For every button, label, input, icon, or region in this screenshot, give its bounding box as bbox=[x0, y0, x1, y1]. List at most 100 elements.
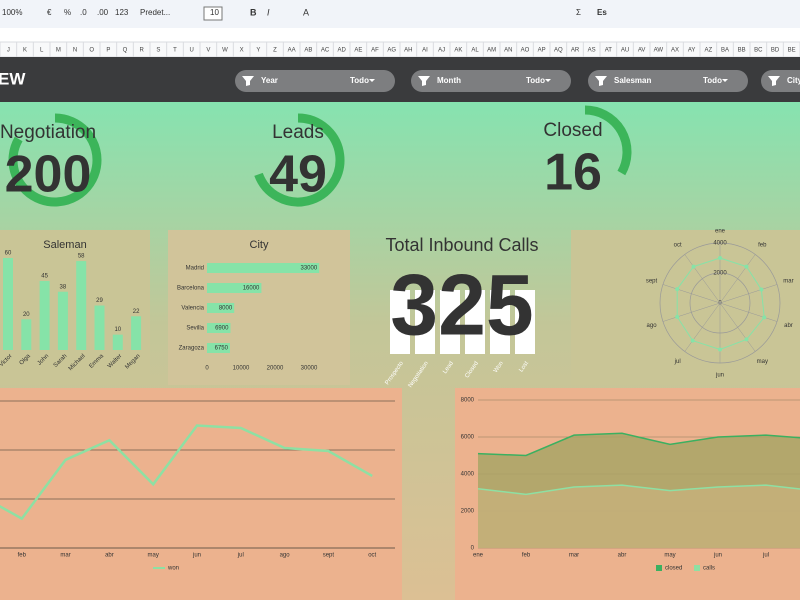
x-tick-label: jul bbox=[237, 553, 244, 559]
column-header[interactable]: AU bbox=[621, 48, 629, 54]
spoke bbox=[719, 302, 778, 322]
column-header[interactable]: BC bbox=[754, 48, 763, 54]
toolbar-button[interactable]: B bbox=[250, 7, 257, 17]
column-header[interactable]: N bbox=[73, 48, 77, 54]
x-tick-label: abr bbox=[105, 553, 114, 559]
axis-label: mar bbox=[783, 278, 793, 284]
column-header[interactable]: AP bbox=[538, 48, 546, 54]
inbound-value: 325 bbox=[390, 258, 534, 354]
column-header[interactable]: AV bbox=[638, 48, 646, 54]
column-header[interactable]: L bbox=[40, 48, 44, 54]
legend-label[interactable]: won bbox=[167, 566, 179, 572]
spoke bbox=[719, 302, 756, 352]
y-tick-label: 6000 bbox=[461, 435, 475, 441]
column-header[interactable]: BB bbox=[738, 48, 746, 54]
filter-icon bbox=[418, 76, 430, 86]
column-header[interactable]: AE bbox=[354, 48, 362, 54]
toolbar-button[interactable]: 100% bbox=[2, 8, 22, 17]
gauge-ring bbox=[584, 105, 632, 176]
column-header[interactable]: AC bbox=[321, 48, 330, 54]
value-label: 60 bbox=[5, 251, 12, 257]
column-header[interactable]: AG bbox=[387, 48, 396, 54]
toolbar-button[interactable]: .00 bbox=[97, 8, 109, 17]
value-label: 58 bbox=[78, 254, 85, 260]
filter-pill[interactable] bbox=[761, 70, 800, 92]
toolbar-button[interactable]: € bbox=[47, 8, 52, 17]
column-header[interactable]: S bbox=[156, 48, 160, 54]
toolbar-button[interactable]: Es bbox=[597, 8, 607, 17]
legend-label[interactable]: closed bbox=[665, 566, 682, 572]
chart-title: Saleman bbox=[43, 239, 86, 251]
column-header[interactable]: AK bbox=[454, 48, 462, 54]
x-tick-label: jun bbox=[713, 553, 722, 559]
column-header[interactable]: W bbox=[222, 48, 228, 54]
column-header[interactable]: Y bbox=[256, 48, 260, 54]
filter-pill[interactable] bbox=[235, 70, 395, 92]
bar bbox=[57, 291, 68, 350]
column-header[interactable]: AI bbox=[422, 48, 428, 54]
column-header[interactable]: AB bbox=[304, 48, 312, 54]
column-header[interactable]: AR bbox=[571, 48, 580, 54]
column-header[interactable]: AY bbox=[688, 48, 696, 54]
column-header[interactable]: AO bbox=[521, 48, 530, 54]
column-header[interactable]: AH bbox=[404, 48, 412, 54]
toolbar-button[interactable]: I bbox=[267, 7, 270, 17]
panel bbox=[0, 388, 402, 600]
column-header[interactable]: O bbox=[89, 48, 94, 54]
column-header[interactable]: AJ bbox=[438, 48, 445, 54]
axis-label: abr bbox=[784, 323, 793, 329]
kpi-value: 200 bbox=[5, 146, 92, 204]
column-header[interactable]: AA bbox=[288, 48, 296, 54]
column-header[interactable]: AZ bbox=[704, 48, 712, 54]
filter-label: Month bbox=[437, 76, 461, 85]
toolbar-button[interactable]: A bbox=[303, 7, 309, 17]
toolbar-button[interactable]: 123 bbox=[115, 8, 129, 17]
column-header[interactable]: AT bbox=[605, 48, 613, 54]
column-header[interactable]: Z bbox=[273, 48, 277, 54]
filter-pill[interactable] bbox=[588, 70, 748, 92]
radar-point bbox=[718, 256, 722, 260]
toolbar-button[interactable]: 10 bbox=[210, 8, 219, 17]
column-header[interactable]: AQ bbox=[554, 48, 563, 54]
legend-swatch[interactable] bbox=[656, 565, 662, 571]
column-header[interactable]: BA bbox=[721, 48, 729, 54]
column-header[interactable]: R bbox=[139, 48, 144, 54]
x-tick-label: ene bbox=[473, 553, 484, 559]
kpi-label: Negotiation bbox=[0, 122, 96, 143]
column-header[interactable]: BE bbox=[788, 48, 796, 54]
column-header[interactable]: V bbox=[206, 48, 210, 54]
column-header[interactable]: T bbox=[173, 48, 177, 54]
value-label: 38 bbox=[60, 284, 67, 290]
toolbar-button[interactable]: Predet... bbox=[140, 8, 170, 17]
bar bbox=[131, 316, 142, 350]
column-header[interactable]: X bbox=[240, 48, 244, 54]
column-header[interactable]: AX bbox=[671, 48, 679, 54]
radar-point bbox=[762, 315, 767, 320]
toolbar-button[interactable]: Σ bbox=[576, 8, 581, 17]
column-header[interactable]: AD bbox=[337, 48, 346, 54]
column-header[interactable]: U bbox=[189, 48, 193, 54]
column-header[interactable]: AF bbox=[371, 48, 379, 54]
toolbar-button[interactable]: % bbox=[64, 8, 71, 17]
column-header[interactable]: Q bbox=[123, 48, 128, 54]
filter-pill[interactable] bbox=[411, 70, 571, 92]
column-header[interactable]: AN bbox=[504, 48, 512, 54]
column-header[interactable]: P bbox=[106, 48, 110, 54]
radar-point bbox=[675, 287, 680, 292]
axis-label: ene bbox=[715, 229, 726, 235]
column-header[interactable]: BD bbox=[771, 48, 780, 54]
filter-value: Todo bbox=[526, 76, 545, 85]
spoke bbox=[684, 254, 721, 304]
column-header[interactable]: AL bbox=[471, 48, 479, 54]
x-tick-label: mar bbox=[569, 553, 579, 559]
column-header[interactable]: AM bbox=[487, 48, 496, 54]
column-header[interactable]: AW bbox=[654, 48, 664, 54]
column-header[interactable]: J bbox=[7, 48, 10, 54]
legend-swatch[interactable] bbox=[694, 565, 700, 571]
column-header[interactable]: M bbox=[56, 48, 61, 54]
legend-label[interactable]: calls bbox=[703, 566, 715, 572]
column-header[interactable]: K bbox=[23, 48, 27, 54]
column-header[interactable]: AS bbox=[588, 48, 596, 54]
dashboard-title: EW bbox=[0, 69, 26, 88]
toolbar-button[interactable]: .0 bbox=[80, 8, 87, 17]
